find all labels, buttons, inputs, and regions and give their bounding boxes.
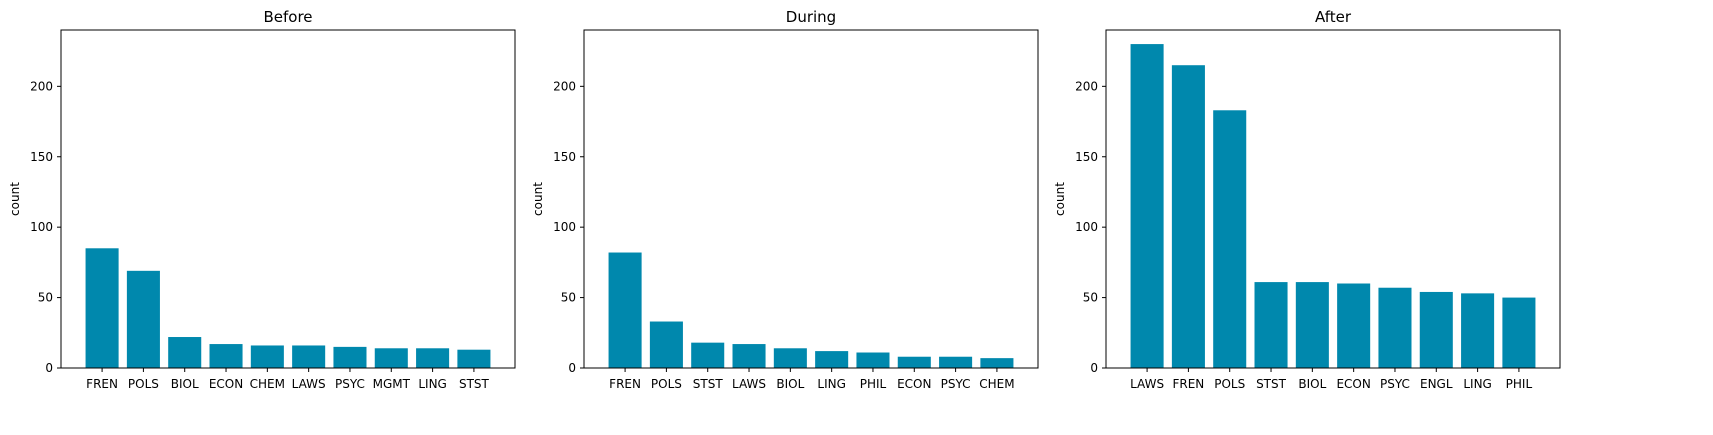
y-tick-label: 50 [1083, 291, 1098, 305]
chart-title: After [1315, 8, 1352, 26]
y-tick-label: 150 [30, 150, 53, 164]
x-tick-label: LAWS [292, 377, 326, 391]
y-tick-label: 100 [30, 220, 53, 234]
x-tick-label: BIOL [1298, 377, 1326, 391]
y-tick-label: 50 [561, 291, 576, 305]
x-tick-label: STST [459, 377, 490, 391]
bar-engl [1419, 291, 1453, 368]
bar-biol [168, 337, 202, 368]
y-tick-label: 0 [1090, 361, 1098, 375]
x-tick-label: BIOL [171, 377, 199, 391]
plot-frame [583, 29, 1039, 369]
x-tick-label: ECON [1336, 377, 1370, 391]
x-tick-label: CHEM [979, 377, 1014, 391]
y-tick-label: 0 [568, 361, 576, 375]
x-tick-label: FREN [86, 377, 118, 391]
x-tick-label: LAWS [1130, 377, 1164, 391]
x-tick-label: MGMT [373, 377, 411, 391]
bar-laws [1130, 44, 1164, 368]
x-tick-label: STST [1256, 377, 1287, 391]
x-tick-label: STST [693, 377, 724, 391]
plot-frame [60, 29, 516, 369]
bar-econ [1337, 283, 1371, 368]
bar-laws [732, 344, 766, 368]
bar-chem [250, 345, 284, 368]
x-tick-label: FREN [609, 377, 641, 391]
y-tick-label: 100 [1075, 220, 1098, 234]
x-tick-label: ECON [209, 377, 243, 391]
bar-ling [416, 348, 450, 368]
y-axis-label: count [8, 182, 22, 216]
x-tick-label: POLS [1214, 377, 1245, 391]
bar-stst [457, 349, 491, 368]
bar-pols [126, 270, 160, 368]
chart-panel-0: FREN POLS BIOL ECON CHEM LAWS PSYC MGMT LING STST… [8, 8, 516, 391]
chart-title: During [786, 8, 836, 26]
bar-laws [292, 345, 326, 368]
bar-ling [815, 351, 849, 368]
x-tick-label: POLS [651, 377, 682, 391]
y-tick-label: 200 [553, 79, 576, 93]
y-axis-label: count [531, 182, 545, 216]
bar-biol [773, 348, 807, 368]
bar-biol [1295, 282, 1329, 368]
bar-psyc [939, 356, 973, 368]
x-tick-label: CHEM [250, 377, 285, 391]
y-tick-label: 200 [30, 79, 53, 93]
x-tick-label: LAWS [732, 377, 766, 391]
y-tick-label: 200 [1075, 79, 1098, 93]
bar-stst [691, 342, 725, 368]
x-tick-label: ECON [897, 377, 931, 391]
y-tick-label: 150 [553, 150, 576, 164]
bar-econ [209, 344, 243, 368]
x-tick-label: LING [817, 377, 846, 391]
bar-phil [856, 352, 890, 368]
bar-fren [85, 248, 119, 368]
bar-fren [1171, 65, 1205, 369]
x-tick-label: LING [418, 377, 447, 391]
x-tick-label: PSYC [335, 377, 365, 391]
bar-phil [1502, 297, 1536, 368]
bar-stst [1254, 282, 1288, 368]
bar-psyc [333, 346, 367, 369]
x-tick-label: PHIL [1506, 377, 1533, 391]
y-tick-label: 0 [45, 361, 53, 375]
x-tick-label: PHIL [860, 377, 887, 391]
bar-pols [649, 321, 683, 368]
chart-title: Before [263, 8, 312, 26]
chart-panel-1: FREN POLS STST LAWS BIOL LING PHIL ECON PSYC CHEM… [531, 8, 1039, 391]
y-tick-label: 50 [38, 291, 53, 305]
chart-panel-2: LAWS FREN POLS STST BIOL ECON PSYC ENGL LING PHIL… [1053, 8, 1561, 391]
y-tick-label: 150 [1075, 150, 1098, 164]
plot-frame [1105, 29, 1561, 369]
x-tick-label: PSYC [941, 377, 971, 391]
x-tick-label: ENGL [1420, 377, 1453, 391]
bar-pols [1213, 110, 1247, 368]
x-tick-label: POLS [128, 377, 159, 391]
bar-psyc [1378, 287, 1412, 368]
x-tick-label: BIOL [776, 377, 804, 391]
x-tick-label: PSYC [1380, 377, 1410, 391]
bar-ling [1461, 293, 1495, 368]
x-tick-label: FREN [1172, 377, 1204, 391]
bar-chem [980, 358, 1014, 368]
y-axis-label: count [1053, 182, 1067, 216]
bar-econ [897, 356, 931, 368]
x-tick-label: LING [1463, 377, 1492, 391]
bar-fren [608, 252, 642, 368]
bar-mgmt [374, 348, 408, 368]
y-tick-label: 100 [553, 220, 576, 234]
